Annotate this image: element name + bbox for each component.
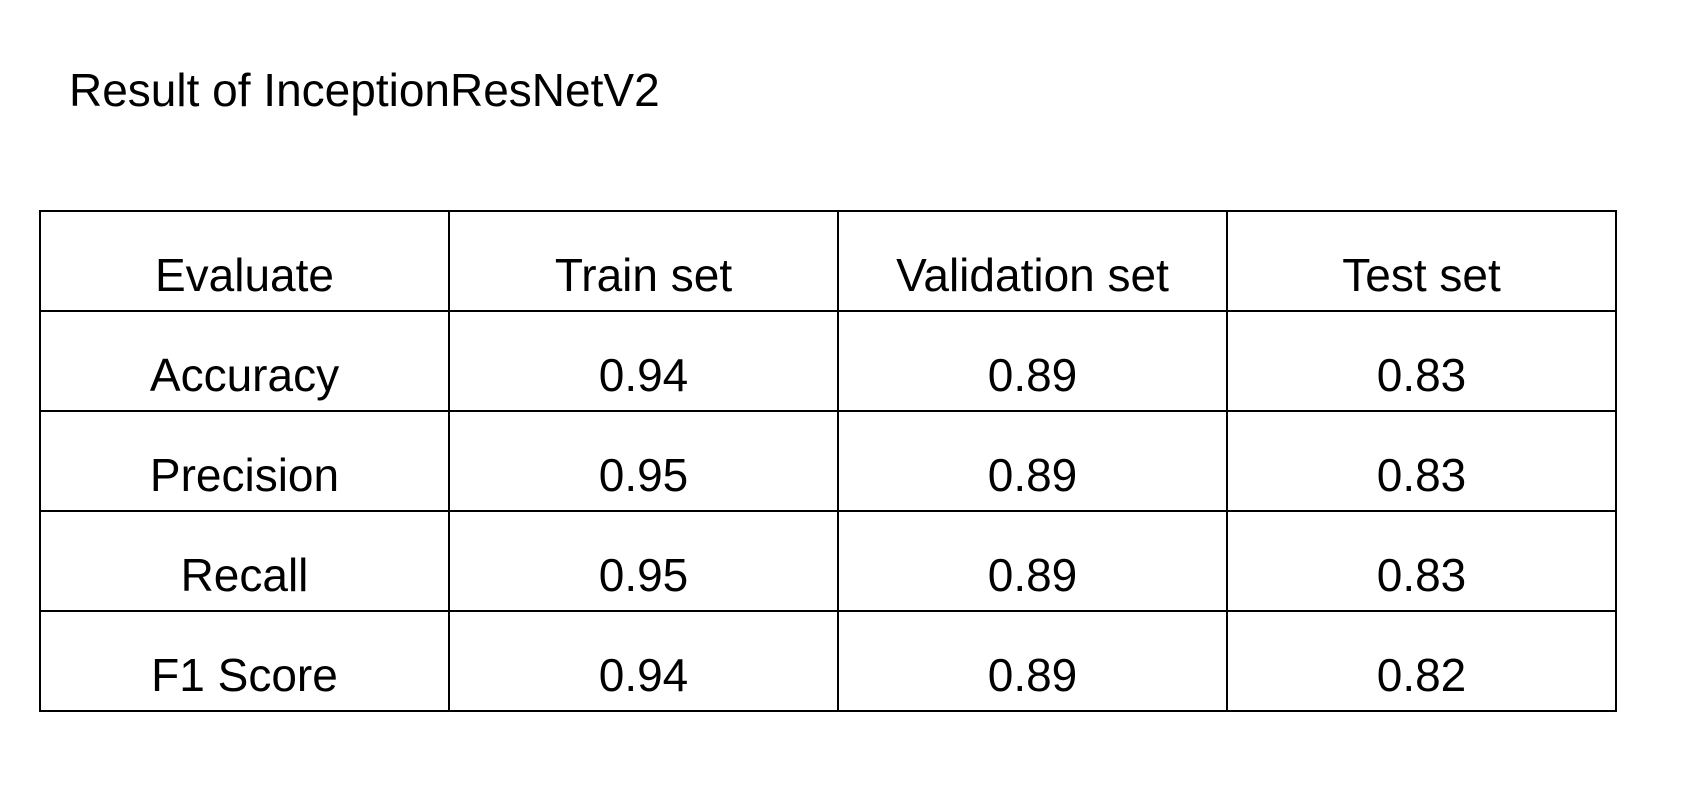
header-test-set: Test set: [1226, 210, 1617, 312]
validation-value-cell: 0.89: [837, 310, 1228, 412]
table-header-row: Evaluate Train set Validation set Test s…: [39, 210, 1617, 312]
header-validation-set: Validation set: [837, 210, 1228, 312]
validation-value-cell: 0.89: [837, 410, 1228, 512]
results-table: Evaluate Train set Validation set Test s…: [39, 210, 1617, 712]
train-value-cell: 0.94: [448, 310, 839, 412]
validation-value-cell: 0.89: [837, 510, 1228, 612]
test-value-cell: 0.83: [1226, 410, 1617, 512]
train-value-cell: 0.95: [448, 510, 839, 612]
table-row: Precision 0.95 0.89 0.83: [39, 410, 1617, 512]
train-value-cell: 0.95: [448, 410, 839, 512]
validation-value-cell: 0.89: [837, 610, 1228, 712]
test-value-cell: 0.83: [1226, 310, 1617, 412]
header-train-set: Train set: [448, 210, 839, 312]
page-title: Result of InceptionResNetV2: [69, 64, 660, 116]
header-evaluate: Evaluate: [39, 210, 450, 312]
table-row: F1 Score 0.94 0.89 0.82: [39, 610, 1617, 712]
metric-name-cell: F1 Score: [39, 610, 450, 712]
metric-name-cell: Recall: [39, 510, 450, 612]
metric-name-cell: Accuracy: [39, 310, 450, 412]
table-row: Recall 0.95 0.89 0.83: [39, 510, 1617, 612]
metric-name-cell: Precision: [39, 410, 450, 512]
test-value-cell: 0.82: [1226, 610, 1617, 712]
train-value-cell: 0.94: [448, 610, 839, 712]
table-row: Accuracy 0.94 0.89 0.83: [39, 310, 1617, 412]
test-value-cell: 0.83: [1226, 510, 1617, 612]
